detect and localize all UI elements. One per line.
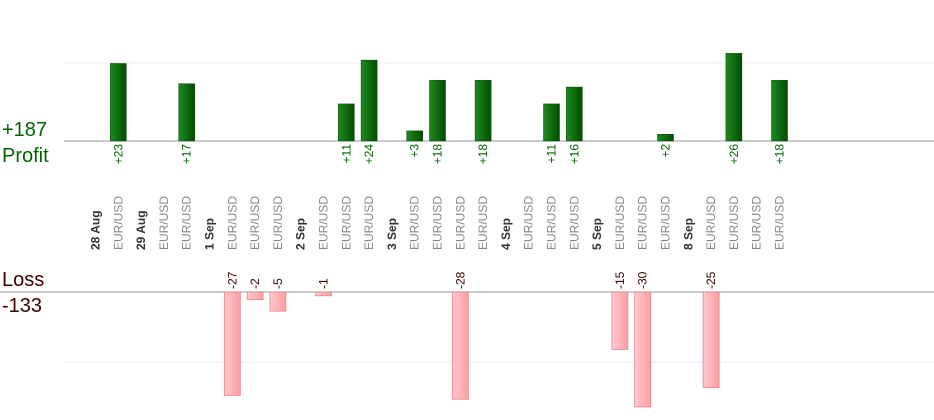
profit-value-label: +17 <box>180 144 194 165</box>
profit-value-label: +11 <box>545 144 559 164</box>
pair-tick-label: EUR/USD <box>659 196 673 250</box>
date-tick-label: 1 Sep <box>203 218 217 250</box>
date-tick-label: 2 Sep <box>294 218 308 250</box>
pair-tick-label: EUR/USD <box>476 196 490 250</box>
loss-value-label: -28 <box>453 271 467 289</box>
profit-value-label: +18 <box>431 144 445 165</box>
date-tick-label: 28 Aug <box>89 210 103 250</box>
profit-value-label: +2 <box>659 144 673 158</box>
profit-value-label: +3 <box>408 144 422 158</box>
date-tick-label: 3 Sep <box>385 218 399 250</box>
loss-value-label: -25 <box>704 271 718 289</box>
loss-total-label: -133 <box>2 295 43 317</box>
profit-value-label: +26 <box>727 144 741 165</box>
pair-tick-label: EUR/USD <box>408 196 422 250</box>
profit-value-label: +23 <box>111 144 125 165</box>
pair-tick-label: EUR/USD <box>613 196 627 250</box>
pair-tick-label: EUR/USD <box>545 196 559 250</box>
date-tick-label: 5 Sep <box>590 218 604 250</box>
loss-bar <box>246 291 264 301</box>
profit-bar <box>406 130 423 142</box>
pair-tick-label: EUR/USD <box>431 196 445 250</box>
pair-tick-label: EUR/USD <box>750 196 764 250</box>
loss-bar <box>269 291 287 312</box>
profit-value-label: +11 <box>339 144 353 164</box>
profit-bar <box>429 80 446 142</box>
profit-total-label: +187 <box>2 119 48 141</box>
date-tick-label: 29 Aug <box>134 210 148 250</box>
pair-tick-label: EUR/USD <box>317 196 331 250</box>
pair-tick-label: EUR/USD <box>339 196 353 250</box>
loss-bar <box>611 291 629 350</box>
loss-value-label: -27 <box>225 271 239 289</box>
profit-bar <box>178 83 195 142</box>
date-tick-label: 8 Sep <box>681 218 695 250</box>
profit-bar <box>338 103 355 142</box>
profit-value-label: +18 <box>476 144 490 165</box>
pair-tick-label: EUR/USD <box>111 196 125 250</box>
loss-bar <box>223 291 241 396</box>
loss-bar <box>451 291 469 400</box>
loss-value-label: -30 <box>636 271 650 289</box>
pair-tick-label: EUR/USD <box>636 196 650 250</box>
pair-tick-label: EUR/USD <box>157 196 171 250</box>
pair-tick-label: EUR/USD <box>567 196 581 250</box>
loss-bar <box>315 291 332 297</box>
profit-bar <box>725 53 743 142</box>
pair-tick-label: EUR/USD <box>180 196 194 250</box>
profit-bar <box>543 103 560 142</box>
pair-tick-label: EUR/USD <box>773 196 787 250</box>
profit-bar <box>566 86 583 142</box>
profit-bar <box>771 80 788 142</box>
pair-tick-label: EUR/USD <box>727 196 741 250</box>
pair-tick-label: EUR/USD <box>225 196 239 250</box>
pair-tick-label: EUR/USD <box>704 196 718 250</box>
profit-bar <box>657 134 674 142</box>
loss-value-label: -2 <box>248 278 262 289</box>
profit-value-label: +16 <box>567 144 581 165</box>
profit-bar <box>360 59 378 142</box>
pair-tick-label: EUR/USD <box>362 196 376 250</box>
pair-tick-label: EUR/USD <box>271 196 285 250</box>
loss-bar <box>702 291 720 389</box>
profit-bar <box>474 80 492 142</box>
loss-value-label: -15 <box>613 271 627 289</box>
loss-label: Loss <box>2 269 45 291</box>
profit-value-label: +18 <box>773 144 787 165</box>
loss-bar <box>634 291 652 408</box>
date-tick-label: 4 Sep <box>499 218 513 250</box>
pair-tick-label: EUR/USD <box>453 196 467 250</box>
profit-bar <box>110 63 127 142</box>
profit-value-label: +24 <box>362 144 376 165</box>
pair-tick-label: EUR/USD <box>522 196 536 250</box>
loss-value-label: -5 <box>271 278 285 289</box>
pair-tick-label: EUR/USD <box>248 196 262 250</box>
loss-value-label: -1 <box>317 278 331 289</box>
profit-label: Profit <box>2 145 49 167</box>
